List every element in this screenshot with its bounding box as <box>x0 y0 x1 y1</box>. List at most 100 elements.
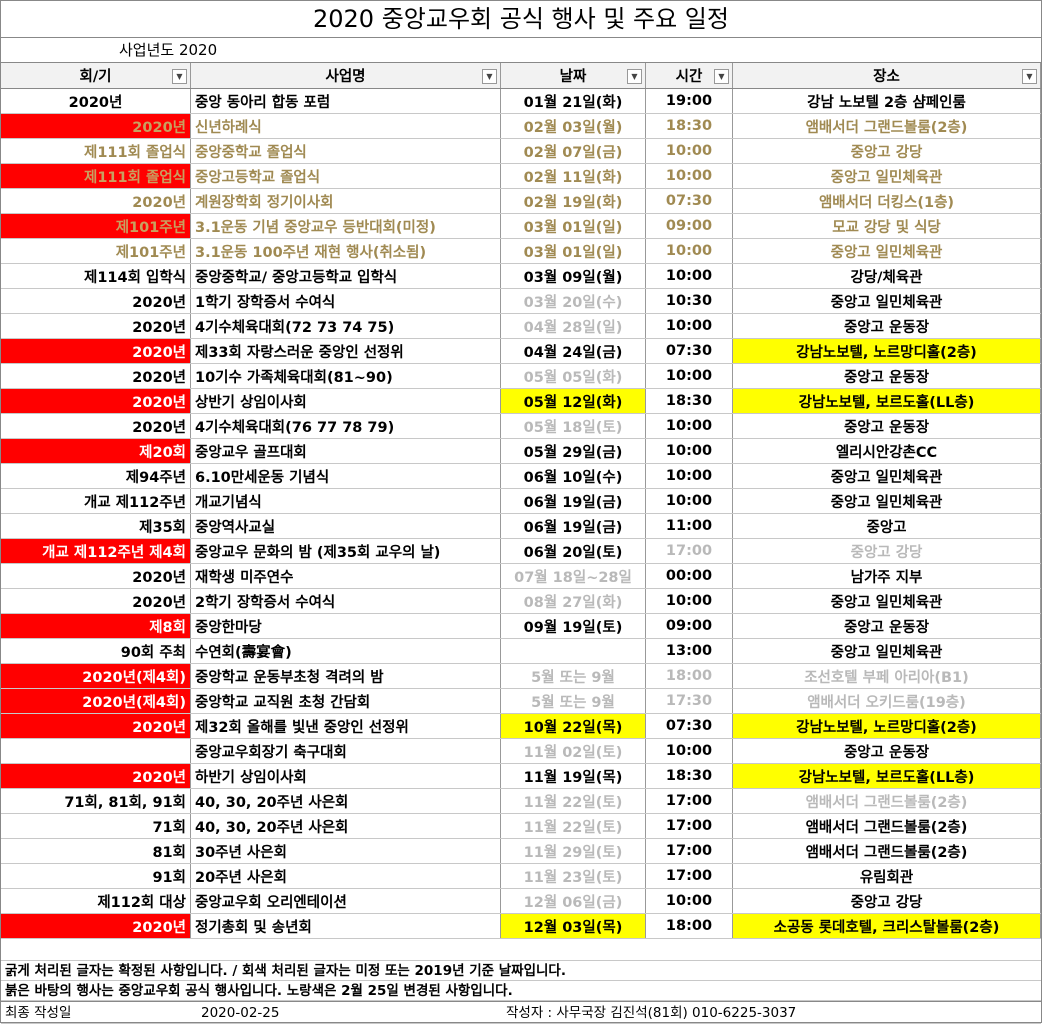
cell-text: 40, 30, 20주년 사은회 <box>195 794 349 811</box>
cell-text: 중앙역사교실 <box>195 519 276 536</box>
table-cell: 3.1운동 100주년 재현 행사(취소됨) <box>191 239 501 263</box>
table-cell: 2020년 <box>1 364 191 388</box>
table-cell: 강남노보텔, 노르망디홀(2층) <box>733 339 1041 363</box>
table-cell: 2020년 <box>1 589 191 613</box>
table-cell: 중앙역사교실 <box>191 514 501 538</box>
table-cell: 05월 12일(화) <box>501 389 646 413</box>
table-cell: 17:30 <box>646 689 733 713</box>
table-cell: 엘리시안강촌CC <box>733 439 1041 463</box>
cell-text: 18:00 <box>665 918 713 934</box>
cell-text: 2020년 <box>132 194 186 211</box>
filter-button[interactable]: ▼ <box>627 69 642 84</box>
cell-text: 중앙중학교/ 중앙고등학교 입학식 <box>195 269 398 286</box>
cell-text: 13:00 <box>665 643 713 659</box>
cell-text: 81회 <box>152 844 186 861</box>
cell-text: 하반기 상임이사회 <box>195 769 307 786</box>
table-cell: 5월 또는 9월 <box>501 664 646 688</box>
table-cell: 10:00 <box>646 239 733 263</box>
table-row: 81회 30주년 사은회 11월 29일(토) 17:00 앰배서더 그랜드볼룸(2층) <box>1 839 1041 864</box>
cell-text: 05월 18일(토) <box>523 419 623 436</box>
table-cell: 04월 24일(금) <box>501 339 646 363</box>
table-cell: 제94주년 <box>1 464 191 488</box>
cell-text: 17:00 <box>665 543 713 559</box>
table-cell: 06월 19일(금) <box>501 489 646 513</box>
table-cell: 02월 11일(화) <box>501 164 646 188</box>
table-cell: 07월 18일~28일 <box>501 564 646 588</box>
table-cell: 제111회 졸업식 <box>1 164 191 188</box>
fiscal-year: 사업년도 2020 <box>119 41 218 59</box>
table-cell: 개교기념식 <box>191 489 501 513</box>
table-cell: 71회, 81회, 91회 <box>1 789 191 813</box>
filter-button[interactable]: ▼ <box>1022 69 1037 84</box>
cell-text: 중앙교우 문화의 밤 (제35회 교우의 날) <box>195 544 441 561</box>
cell-text: 2020년 <box>132 369 186 386</box>
table-cell: 09:00 <box>646 614 733 638</box>
column-header: 장소 ▼ <box>733 63 1041 88</box>
cell-text: 강당/체육관 <box>850 269 923 286</box>
cell-text: 11월 23일(토) <box>523 869 623 886</box>
cell-text: 강남 노보텔 2층 샴페인룸 <box>807 94 966 111</box>
cell-text: 중앙학교 운동부초청 격려의 밤 <box>195 669 384 686</box>
table-cell: 03월 01일(일) <box>501 214 646 238</box>
table-row: 71회, 81회, 91회 40, 30, 20주년 사은회 11월 22일(토) 1… <box>1 789 1041 814</box>
cell-text: 04월 24일(금) <box>523 344 623 361</box>
cell-text: 12월 06일(금) <box>523 894 623 911</box>
table-cell: 13:00 <box>646 639 733 663</box>
cell-text: 강남노보텔, 노르망디홀(2층) <box>796 719 977 736</box>
note-row: 붉은 바탕의 행사는 중앙교우회 공식 행사입니다. 노랑색은 2월 25일 변… <box>1 981 1041 1001</box>
table-row: 제112회 대상 중앙교우회 오리엔테이션 12월 06일(금) 10:00 중앙고 강… <box>1 889 1041 914</box>
cell-text: 00:00 <box>665 568 713 584</box>
table-cell: 앰배서더 오키드룸(19층) <box>733 689 1041 713</box>
cell-text: 10:00 <box>665 893 713 909</box>
filter-button[interactable]: ▼ <box>482 69 497 84</box>
cell-text: 중앙교우회 오리엔테이션 <box>195 894 347 911</box>
cell-text: 중앙교우회장기 축구대회 <box>195 744 347 761</box>
table-row: 개교 제112주년 개교기념식 06월 19일(금) 10:00 중앙고 일민체육관 <box>1 489 1041 514</box>
cell-text: 2020년 <box>132 719 186 736</box>
cell-text: 10:00 <box>665 268 713 284</box>
cell-text: 10:00 <box>665 418 713 434</box>
table-cell: 10:00 <box>646 739 733 763</box>
cell-text: 02월 19일(화) <box>523 194 623 211</box>
table-row: 2020년 정기총회 및 송년회 12월 03일(목) 18:00 소공동 롯데호텔, … <box>1 914 1041 939</box>
cell-text: 2020년 <box>132 419 186 436</box>
cell-text: 10월 22일(목) <box>523 719 623 736</box>
table-cell: 00:00 <box>646 564 733 588</box>
table-cell: 2020년(제4회) <box>1 689 191 713</box>
table-row: 2020년(제4회) 중앙학교 운동부초청 격려의 밤 5월 또는 9월 18:00 조… <box>1 664 1041 689</box>
cell-text: 2020년(제4회) <box>82 669 186 686</box>
cell-text: 중앙고 운동장 <box>843 369 930 386</box>
cell-text: 12월 03일(목) <box>523 919 623 936</box>
table-cell: 앰배서더 그랜드볼룸(2층) <box>733 789 1041 813</box>
filter-button[interactable]: ▼ <box>714 69 729 84</box>
table-cell: 앰배서더 그랜드볼룸(2층) <box>733 839 1041 863</box>
table-row: 2020년 상반기 상임이사회 05월 12일(화) 18:30 강남노보텔, 보르도홀… <box>1 389 1041 414</box>
filter-button[interactable]: ▼ <box>172 69 187 84</box>
cell-text: 중앙고 일민체육관 <box>830 169 943 186</box>
cell-text: 01월 21일(화) <box>523 94 623 111</box>
table-cell: 10:00 <box>646 314 733 338</box>
table-cell: 11월 23일(토) <box>501 864 646 888</box>
cell-text: 07:30 <box>665 718 713 734</box>
column-header-text: 장소 <box>873 69 900 85</box>
table-cell: 중앙학교 교직원 초청 간담회 <box>191 689 501 713</box>
table-cell: 10:00 <box>646 264 733 288</box>
cell-text: 중앙고 운동장 <box>843 744 930 761</box>
table-cell: 06월 10일(수) <box>501 464 646 488</box>
table-cell: 중앙교우회장기 축구대회 <box>191 739 501 763</box>
table-cell: 재학생 미주연수 <box>191 564 501 588</box>
cell-text: 02월 07일(금) <box>523 144 623 161</box>
table-cell: 18:30 <box>646 114 733 138</box>
cell-text: 17:00 <box>665 818 713 834</box>
table-row: 제35회 중앙역사교실 06월 19일(금) 11:00 중앙고 <box>1 514 1041 539</box>
table-cell: 17:00 <box>646 864 733 888</box>
table-cell: 02월 19일(화) <box>501 189 646 213</box>
table-cell: 중앙중학교/ 중앙고등학교 입학식 <box>191 264 501 288</box>
table-cell: 10:00 <box>646 164 733 188</box>
table-cell: 91회 <box>1 864 191 888</box>
cell-text: 4기수체육대회(76 77 78 79) <box>195 419 395 436</box>
table-cell: 10:00 <box>646 589 733 613</box>
cell-text: 05월 05일(화) <box>523 369 623 386</box>
cell-text: 3.1운동 기념 중앙교우 등반대회(미정) <box>195 219 436 236</box>
table-cell: 수연회(壽宴會) <box>191 639 501 663</box>
